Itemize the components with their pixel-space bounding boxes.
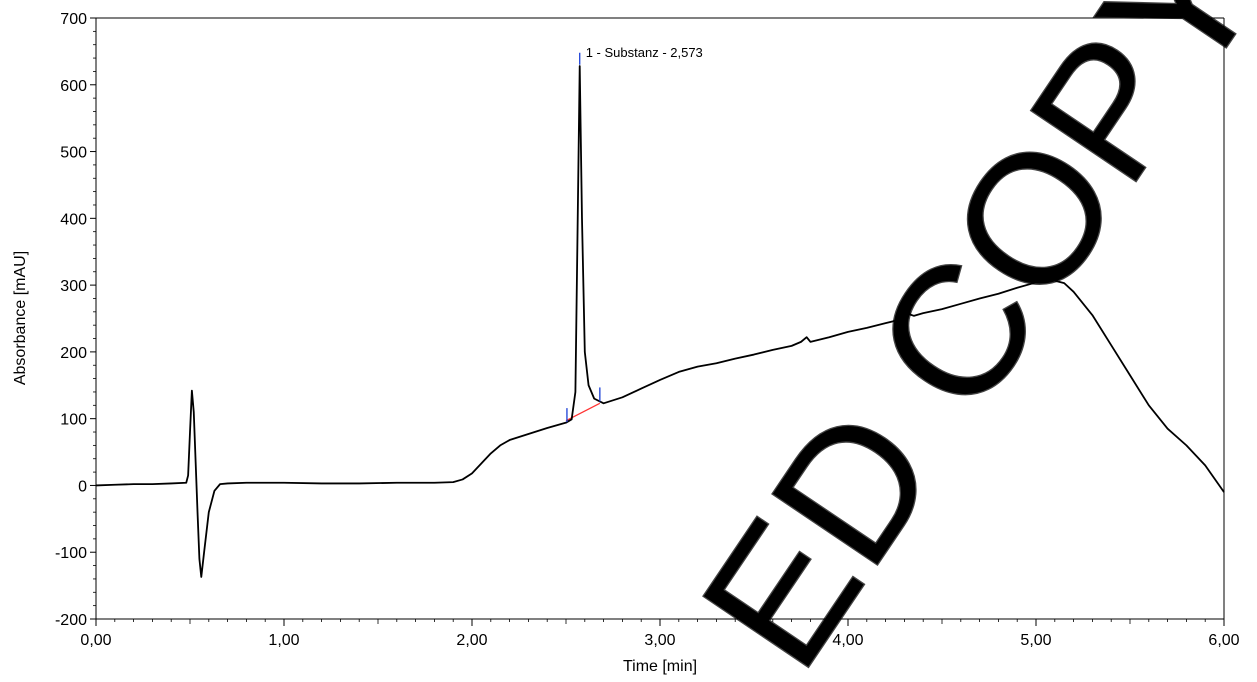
y-tick-label: -100 <box>55 545 87 562</box>
y-tick-label: 300 <box>60 278 87 295</box>
x-tick-label: 0,00 <box>80 632 111 649</box>
x-tick-label: 2,00 <box>456 632 487 649</box>
plot-area: 1 - Substanz - 2,573 <box>95 45 1225 578</box>
x-tick-label: 3,00 <box>644 632 675 649</box>
y-tick-label: 100 <box>60 412 87 429</box>
y-tick-label: 200 <box>60 345 87 362</box>
y-tick-label: 400 <box>60 211 87 228</box>
x-tick-label: 1,00 <box>268 632 299 649</box>
x-axis-title: Time [min] <box>623 658 697 675</box>
y-tick-label: 700 <box>60 11 87 28</box>
x-tick-label: 5,00 <box>1020 632 1051 649</box>
y-tick-label: 500 <box>60 145 87 162</box>
series-line-1 <box>95 65 1225 578</box>
watermark: ED COPY <box>662 0 1257 682</box>
peak-label-1: 1 - Substanz - 2,573 <box>586 45 703 60</box>
watermark-text: ED COPY <box>662 0 1257 682</box>
axes: -200 -100 0 100 200 300 400 500 600 700 0,00 1,00 2,… <box>55 11 1240 649</box>
y-tick-label: 0 <box>78 478 87 495</box>
y-tick-label: 600 <box>60 78 87 95</box>
x-tick-label: 4,00 <box>832 632 863 649</box>
x-tick-label: 6,00 <box>1208 632 1239 649</box>
y-axis-title: Absorbance [mAU] <box>12 251 29 385</box>
y-tick-label: -200 <box>55 612 87 629</box>
